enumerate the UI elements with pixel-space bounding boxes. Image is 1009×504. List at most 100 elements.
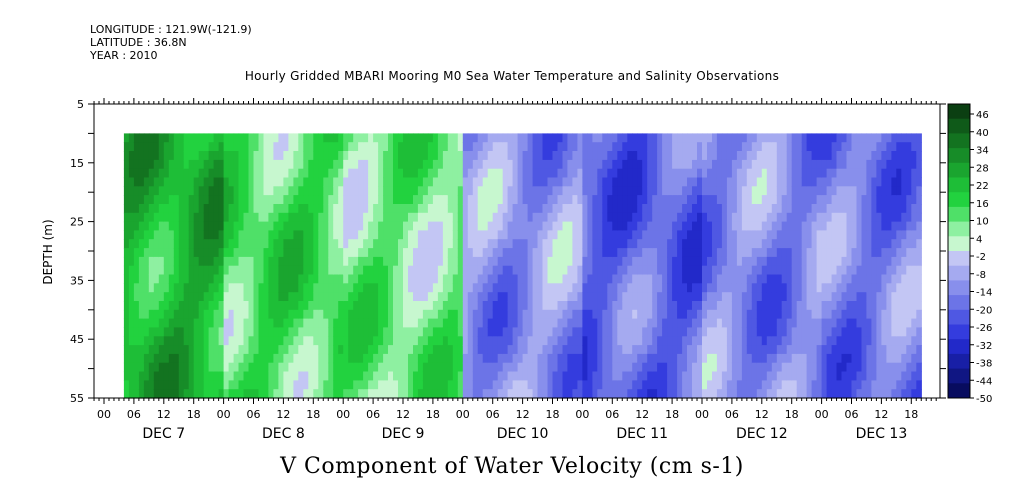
heatmap-cell [457, 327, 464, 337]
heatmap-cell [577, 239, 583, 249]
heatmap-cell [562, 168, 569, 179]
heatmap-cell [891, 204, 897, 214]
heatmap-cell [776, 327, 783, 337]
heatmap-cell [133, 292, 140, 302]
heatmap-cell [363, 274, 369, 284]
heatmap-cell [383, 168, 389, 179]
heatmap-cell [896, 133, 902, 143]
heatmap-cell [403, 239, 409, 249]
heatmap-cell [427, 274, 434, 284]
heatmap-cell [876, 195, 882, 205]
heatmap-cell [293, 186, 299, 196]
heatmap-cell [178, 248, 185, 258]
heatmap-cell [861, 380, 868, 390]
heatmap-cell [896, 301, 902, 311]
heatmap-cell [228, 195, 235, 205]
heatmap-cell [692, 327, 698, 337]
heatmap-cell [881, 212, 887, 223]
heatmap-cell [522, 336, 529, 346]
heatmap-cell [522, 353, 529, 364]
heatmap-cell [288, 159, 294, 170]
heatmap-cell [761, 221, 768, 231]
heatmap-cell [432, 256, 439, 267]
heatmap-cell [562, 221, 569, 231]
heatmap-cell [801, 353, 808, 364]
heatmap-cell [901, 151, 907, 161]
heatmap-cell [622, 195, 628, 205]
heatmap-cell [153, 195, 160, 205]
heatmap-cell [712, 345, 718, 355]
heatmap-cell [886, 327, 892, 337]
heatmap-cell [861, 195, 868, 205]
heatmap-cell [781, 380, 788, 390]
heatmap-cell [492, 283, 499, 293]
heatmap-cell [906, 195, 912, 205]
heatmap-cell [721, 353, 728, 364]
heatmap-cell [652, 256, 658, 267]
heatmap-cell [707, 142, 713, 152]
heatmap-cell [582, 151, 588, 161]
heatmap-cell [243, 353, 250, 364]
heatmap-cell [831, 239, 838, 249]
heatmap-cell [806, 168, 813, 179]
heatmap-cell [492, 133, 499, 143]
heatmap-cell [642, 168, 648, 179]
heatmap-cell [353, 248, 359, 258]
heatmap-cell [582, 362, 588, 373]
heatmap-cell [622, 345, 628, 355]
heatmap-cell [806, 345, 813, 355]
heatmap-cell [861, 283, 868, 293]
heatmap-cell [527, 142, 534, 152]
heatmap-cell [761, 177, 768, 187]
heatmap-cell [821, 186, 828, 196]
heatmap-cell [736, 353, 743, 364]
heatmap-cell [403, 256, 409, 267]
heatmap-cell [343, 133, 349, 143]
heatmap-cell [562, 239, 569, 249]
heatmap-cell [692, 230, 698, 240]
heatmap-cell [238, 292, 245, 302]
heatmap-cell [218, 362, 225, 373]
heatmap-cell [408, 142, 414, 152]
heatmap-cell [592, 283, 598, 293]
heatmap-cell [911, 265, 917, 276]
heatmap-cell [253, 256, 260, 267]
heatmap-cell [881, 283, 887, 293]
heatmap-cell [238, 195, 245, 205]
heatmap-cell [123, 353, 130, 364]
heatmap-cell [208, 292, 215, 302]
heatmap-cell [238, 230, 245, 240]
heatmap-cell [726, 186, 733, 196]
heatmap-cell [846, 389, 853, 399]
heatmap-cell [816, 186, 823, 196]
heatmap-cell [452, 256, 459, 267]
heatmap-cell [687, 265, 693, 276]
heatmap-cell [333, 327, 339, 337]
heatmap-cell [642, 230, 648, 240]
heatmap-cell [712, 318, 718, 328]
heatmap-cell [806, 318, 813, 328]
heatmap-cell [298, 309, 304, 320]
heatmap-cell [143, 309, 150, 320]
heatmap-cell [452, 353, 459, 364]
heatmap-cell [303, 177, 309, 187]
heatmap-cell [253, 309, 260, 320]
heatmap-cell [786, 177, 793, 187]
heatmap-cell [492, 248, 499, 258]
heatmap-cell [293, 389, 299, 399]
heatmap-cell [826, 248, 833, 258]
heatmap-cell [163, 195, 170, 205]
heatmap-cell [911, 292, 917, 302]
heatmap-cell [866, 336, 872, 346]
heatmap-cell [373, 177, 379, 187]
heatmap-cell [582, 327, 588, 337]
heatmap-cell [278, 195, 284, 205]
heatmap-cell [218, 283, 225, 293]
heatmap-cell [602, 380, 608, 390]
heatmap-cell [891, 239, 897, 249]
heatmap-cell [363, 151, 369, 161]
heatmap-cell [393, 283, 399, 293]
heatmap-cell [497, 345, 504, 355]
heatmap-cell [756, 318, 763, 328]
heatmap-cell [647, 151, 653, 161]
